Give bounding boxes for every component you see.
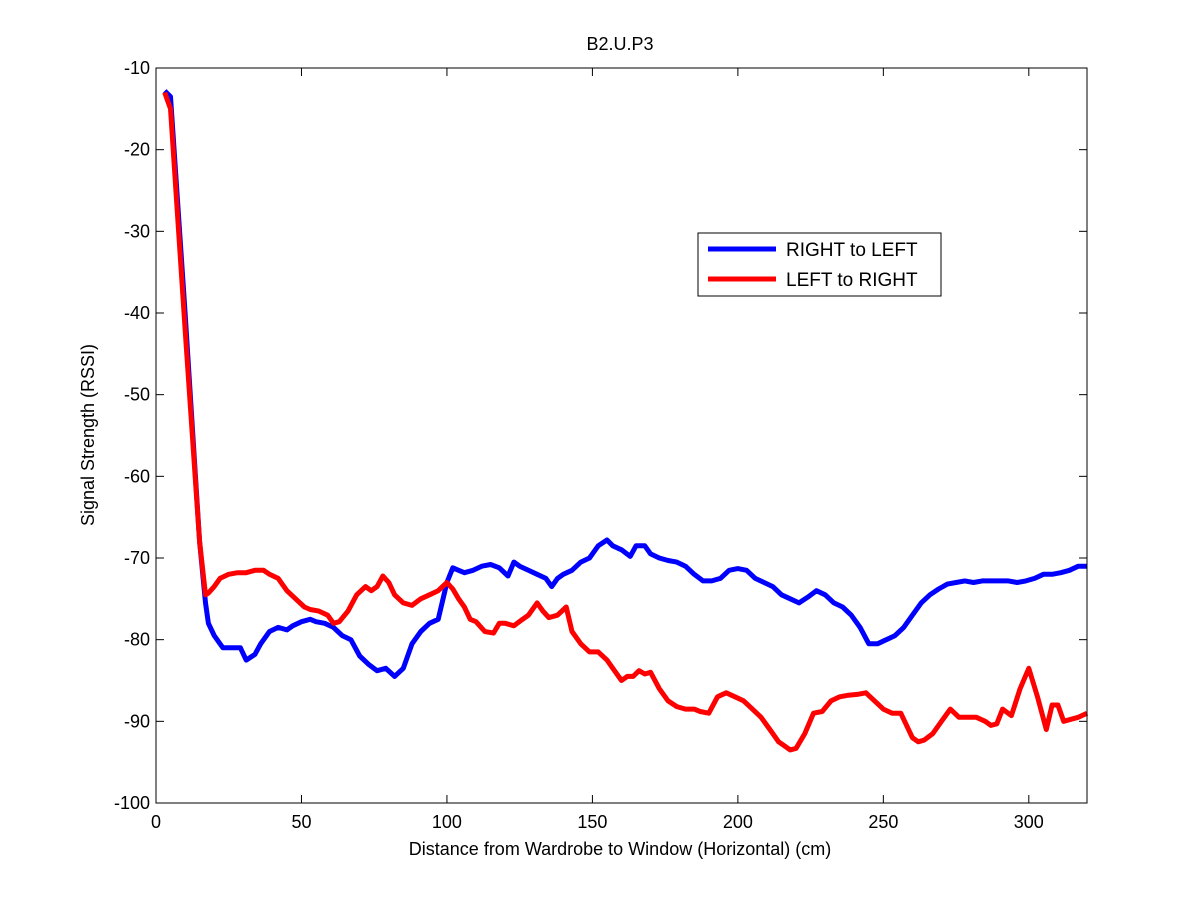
y-tick-label: -80 [124,630,150,650]
plot-background [156,68,1087,803]
x-tick-label: 150 [577,812,607,832]
axes-frame [155,67,1088,804]
legend-label-right-to-left: RIGHT to LEFT [786,240,918,261]
x-axis-label: Distance from Wardrobe to Window (Horizo… [409,839,831,859]
y-tick-label: -60 [124,466,150,486]
x-tick-label: 200 [723,812,753,832]
y-tick-label: -90 [124,711,150,731]
ticks-layer: 0 50 100 150 200 250 300 -100 -90 -80 -70 -60 -50 -40… [114,58,1087,832]
legend-box [697,232,942,297]
x-tick-label: 100 [432,812,462,832]
legend-label-left-to-right: LEFT to RIGHT [786,270,918,291]
y-tick-label: -20 [124,140,150,160]
y-tick-label: -100 [114,793,150,813]
x-tick-label: 50 [291,812,311,832]
plot-area: 0 50 100 150 200 250 300 -100 -90 -80 -70 -60 -50 -40… [114,58,1089,832]
x-tick-label: 0 [151,812,161,832]
series-layer [162,89,1089,753]
x-tick-label: 300 [1014,812,1044,832]
series-line-right-to-left [162,89,1087,679]
chart-title: B2.U.P3 [586,34,653,54]
legend: RIGHT to LEFT LEFT to RIGHT [697,232,942,297]
y-tick-label: -50 [124,385,150,405]
y-tick-label: -70 [124,548,150,568]
x-tick-label: 250 [868,812,898,832]
y-tick-label: -30 [124,221,150,241]
y-tick-label: -10 [124,58,150,78]
y-axis-label: Signal Strength (RSSI) [78,344,98,526]
y-tick-label: -40 [124,303,150,323]
series-line-left-to-right [162,91,1089,753]
